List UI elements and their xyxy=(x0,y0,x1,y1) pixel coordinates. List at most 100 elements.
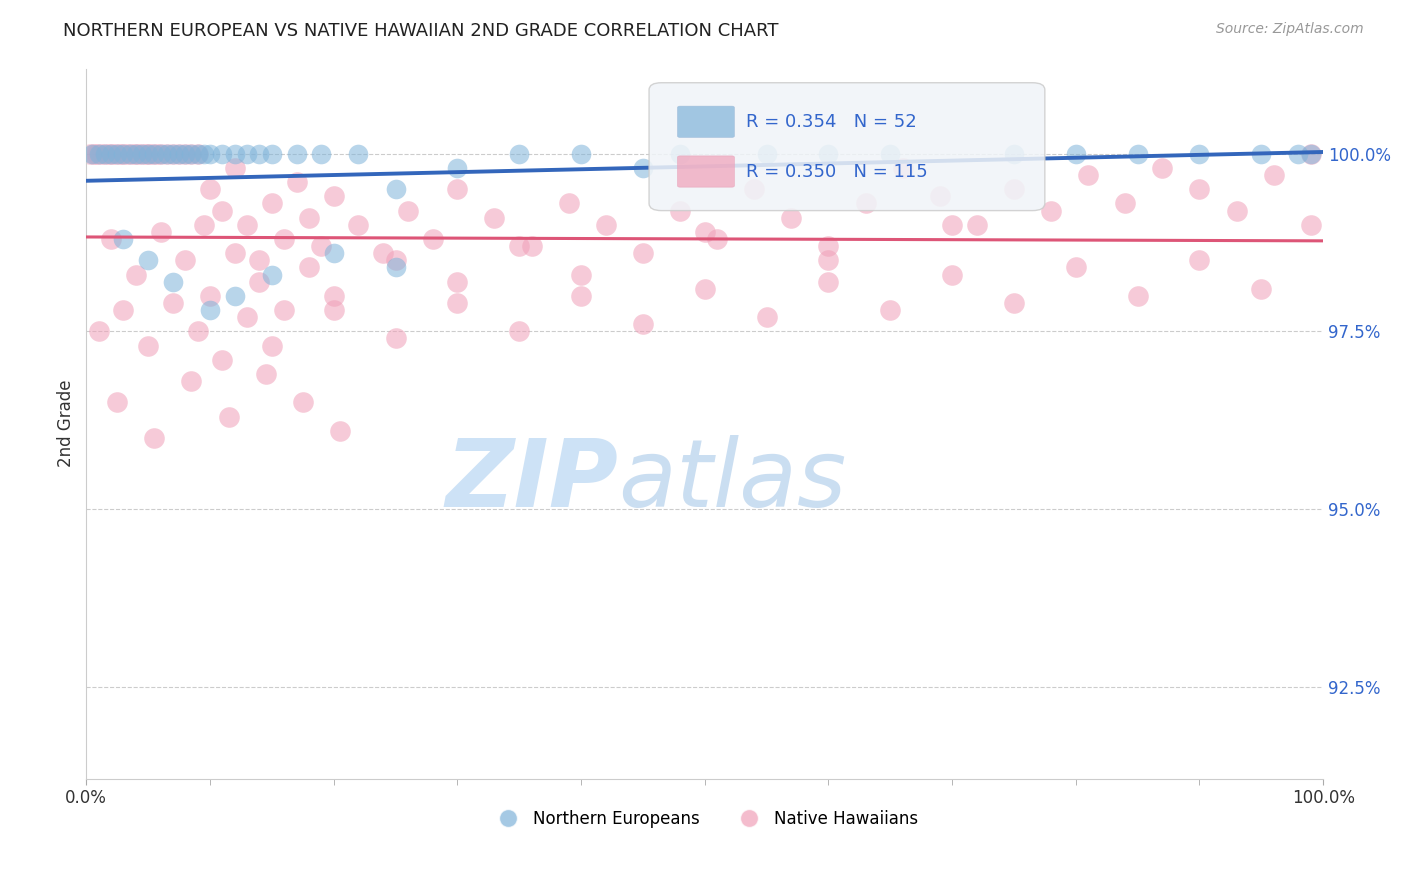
Point xyxy=(125,146,148,161)
Point xyxy=(97,146,120,161)
Point xyxy=(520,239,543,253)
Point xyxy=(112,232,135,246)
Point xyxy=(156,146,179,161)
Point xyxy=(156,146,179,161)
Point xyxy=(174,253,197,268)
Point xyxy=(285,146,308,161)
Point xyxy=(108,146,131,161)
Text: ZIP: ZIP xyxy=(446,434,619,526)
Point xyxy=(285,175,308,189)
Point xyxy=(180,146,202,161)
Y-axis label: 2nd Grade: 2nd Grade xyxy=(58,380,75,467)
Point xyxy=(855,196,877,211)
Point xyxy=(446,296,468,310)
Point xyxy=(167,146,190,161)
Point xyxy=(1299,146,1322,161)
Point xyxy=(82,146,104,161)
Point xyxy=(104,146,127,161)
Point xyxy=(131,146,153,161)
Point xyxy=(1077,168,1099,182)
Point xyxy=(1002,182,1025,196)
Point xyxy=(631,246,654,260)
Point xyxy=(187,146,209,161)
Point xyxy=(249,253,271,268)
Point xyxy=(1188,253,1211,268)
Point xyxy=(755,310,778,325)
Point xyxy=(1188,182,1211,196)
Point xyxy=(569,289,592,303)
Point xyxy=(87,324,110,338)
Point xyxy=(174,146,197,161)
Point xyxy=(101,146,124,161)
Point xyxy=(135,146,157,161)
Point xyxy=(484,211,506,225)
Point xyxy=(193,218,215,232)
Point xyxy=(508,146,530,161)
Point xyxy=(322,289,344,303)
Point xyxy=(79,146,101,161)
Point xyxy=(371,246,394,260)
Point xyxy=(105,395,128,409)
Point xyxy=(211,352,233,367)
Point xyxy=(249,275,271,289)
Point xyxy=(569,268,592,282)
Point xyxy=(115,146,138,161)
Point xyxy=(118,146,141,161)
Point xyxy=(1152,161,1174,175)
Point xyxy=(131,146,153,161)
Point xyxy=(322,303,344,318)
Point xyxy=(817,239,839,253)
Point xyxy=(446,182,468,196)
Point xyxy=(693,225,716,239)
Point xyxy=(236,218,259,232)
Point xyxy=(180,374,202,388)
Point xyxy=(94,146,117,161)
Point xyxy=(260,146,283,161)
Point xyxy=(1114,196,1136,211)
Point xyxy=(224,146,246,161)
Point xyxy=(631,318,654,332)
Point xyxy=(162,275,184,289)
Point xyxy=(260,268,283,282)
Point xyxy=(742,182,765,196)
Point xyxy=(311,239,333,253)
Point xyxy=(198,303,221,318)
Point xyxy=(1299,146,1322,161)
Point xyxy=(162,146,184,161)
Point xyxy=(142,146,165,161)
Point xyxy=(347,146,370,161)
Point xyxy=(291,395,314,409)
Point xyxy=(112,146,135,161)
Point xyxy=(322,246,344,260)
Point xyxy=(105,146,128,161)
Point xyxy=(347,218,370,232)
Point xyxy=(249,146,271,161)
Point xyxy=(143,431,166,445)
Point xyxy=(384,182,406,196)
FancyBboxPatch shape xyxy=(678,156,734,187)
Point xyxy=(90,146,112,161)
Point xyxy=(446,161,468,175)
Point xyxy=(966,218,988,232)
Point xyxy=(125,268,148,282)
Point xyxy=(1126,289,1149,303)
Point xyxy=(100,232,122,246)
Point xyxy=(755,146,778,161)
Point xyxy=(127,146,149,161)
Point xyxy=(1250,146,1272,161)
Point xyxy=(669,146,692,161)
Point xyxy=(112,303,135,318)
Point xyxy=(211,203,233,218)
Point xyxy=(254,367,277,381)
Point xyxy=(187,324,209,338)
Point xyxy=(136,146,159,161)
Text: atlas: atlas xyxy=(619,435,846,526)
Point xyxy=(138,146,160,161)
Point xyxy=(100,146,122,161)
Point xyxy=(120,146,142,161)
Point xyxy=(384,253,406,268)
Point xyxy=(422,232,444,246)
Point xyxy=(273,232,295,246)
Point xyxy=(146,146,169,161)
Point xyxy=(669,203,692,218)
